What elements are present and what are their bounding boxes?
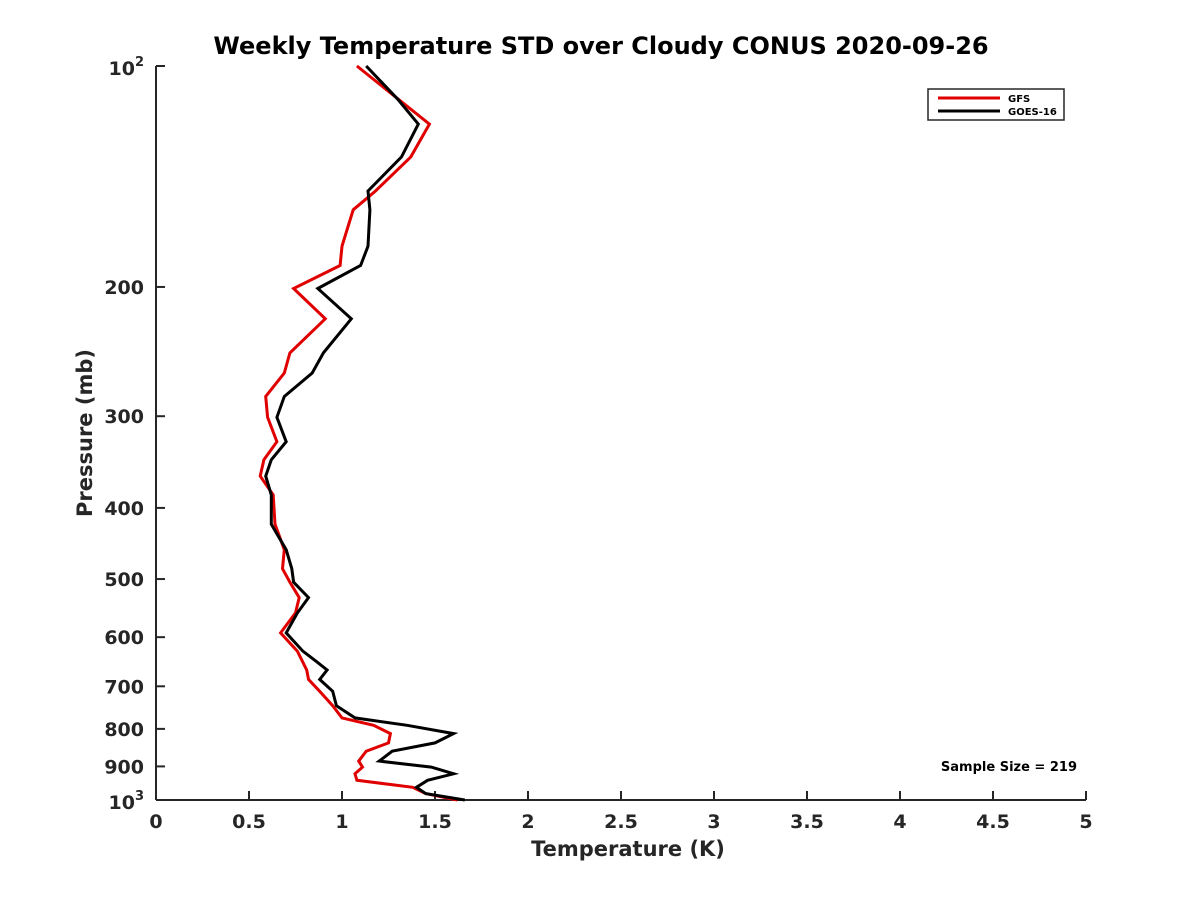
x-tick-label: 0 bbox=[149, 811, 162, 833]
x-tick-label: 4.5 bbox=[976, 811, 1010, 833]
y-tick-base: 10 bbox=[109, 792, 135, 814]
x-tick-label: 4 bbox=[893, 811, 906, 833]
x-tick-label: 3.5 bbox=[790, 811, 824, 833]
y-tick-base: 10 bbox=[109, 58, 135, 80]
x-axis-label: Temperature (K) bbox=[531, 837, 725, 861]
x-tick-label: 1 bbox=[335, 811, 348, 833]
y-tick-label: 700 bbox=[104, 676, 144, 698]
x-tick-label: 0.5 bbox=[232, 811, 266, 833]
y-tick-label: 500 bbox=[104, 569, 144, 591]
x-tick-label: 5 bbox=[1079, 811, 1092, 833]
y-tick-label: 400 bbox=[104, 498, 144, 520]
legend-label: GOES-16 bbox=[1008, 107, 1057, 118]
x-tick-label: 3 bbox=[707, 811, 720, 833]
x-tick-label: 2.5 bbox=[604, 811, 638, 833]
y-tick-label: 800 bbox=[104, 719, 144, 741]
y-tick-label: 200 bbox=[104, 277, 144, 299]
sample-size-annotation: Sample Size = 219 bbox=[941, 760, 1077, 775]
chart-title: Weekly Temperature STD over Cloudy CONUS… bbox=[213, 32, 988, 60]
x-tick-label: 1.5 bbox=[418, 811, 452, 833]
series-line-gfs bbox=[258, 64, 458, 802]
y-tick-label: 300 bbox=[104, 406, 144, 428]
legend-box bbox=[927, 88, 1065, 121]
y-axis-label: Pressure (mb) bbox=[73, 349, 97, 517]
y-tick-label: 900 bbox=[104, 756, 144, 778]
y-tick-exponent: 3 bbox=[135, 789, 144, 804]
legend-label: GFS bbox=[1008, 94, 1030, 105]
y-tick-label: 102 bbox=[109, 55, 145, 80]
series-line-goes-16 bbox=[264, 64, 466, 802]
y-tick-exponent: 2 bbox=[135, 55, 144, 70]
y-tick-label: 103 bbox=[109, 789, 145, 814]
y-tick-label: 600 bbox=[104, 627, 144, 649]
x-tick-label: 2 bbox=[521, 811, 534, 833]
